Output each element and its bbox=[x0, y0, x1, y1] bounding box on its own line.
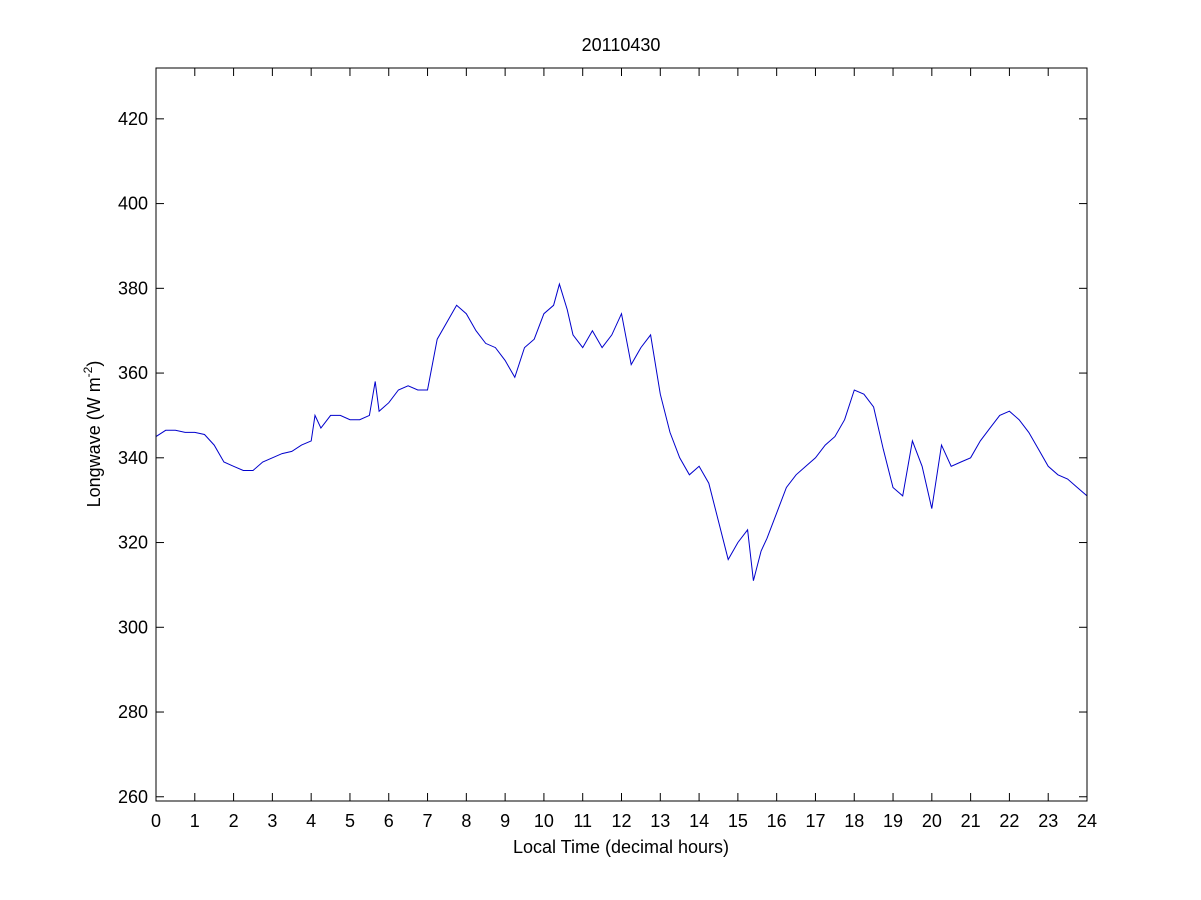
x-tick-label: 6 bbox=[384, 811, 394, 831]
y-axis-title: Longwave (W m-2) bbox=[81, 361, 104, 508]
x-tick-label: 13 bbox=[650, 811, 670, 831]
y-axis-title-superscript: -2 bbox=[81, 366, 95, 377]
x-tick-label: 3 bbox=[267, 811, 277, 831]
x-tick-label: 8 bbox=[461, 811, 471, 831]
x-tick-labels: 0 1 2 3 4 5 6 7 8 9 10 11 12 13 14 15 16 17 18 19 20 21 22 23 24 bbox=[151, 811, 1097, 831]
y-tick-label: 420 bbox=[118, 109, 148, 129]
x-tick-label: 10 bbox=[534, 811, 554, 831]
x-tick-label: 0 bbox=[151, 811, 161, 831]
x-tick-label: 5 bbox=[345, 811, 355, 831]
y-axis-title-suffix: ) bbox=[84, 361, 104, 367]
y-tick-label: 280 bbox=[118, 702, 148, 722]
x-tick-label: 16 bbox=[767, 811, 787, 831]
y-tick-label: 400 bbox=[118, 194, 148, 214]
x-tick-label: 12 bbox=[611, 811, 631, 831]
y-tick-label: 340 bbox=[118, 448, 148, 468]
x-tick-label: 19 bbox=[883, 811, 903, 831]
x-tick-label: 2 bbox=[229, 811, 239, 831]
y-axis-title-main: Longwave (W m bbox=[84, 377, 104, 507]
plot-frame bbox=[155, 67, 1088, 802]
x-tick-label: 18 bbox=[844, 811, 864, 831]
y-tick-labels: 260 280 300 320 340 360 380 400 420 bbox=[118, 109, 148, 807]
x-tick-label: 11 bbox=[573, 811, 592, 831]
y-tick-label: 380 bbox=[118, 278, 148, 298]
y-tick-label: 260 bbox=[118, 787, 148, 807]
x-tick-label: 15 bbox=[728, 811, 748, 831]
chart-title: 20110430 bbox=[582, 35, 661, 55]
x-tick-label: 14 bbox=[689, 811, 709, 831]
x-tick-label: 9 bbox=[500, 811, 510, 831]
y-tick-label: 360 bbox=[118, 363, 148, 383]
x-tick-label: 7 bbox=[423, 811, 433, 831]
x-tick-label: 17 bbox=[805, 811, 825, 831]
y-tick-label: 320 bbox=[118, 533, 148, 553]
ticks bbox=[155, 68, 1088, 801]
x-tick-label: 23 bbox=[1038, 811, 1058, 831]
x-tick-label: 21 bbox=[961, 811, 981, 831]
y-tick-label: 300 bbox=[118, 617, 148, 637]
x-tick-label: 20 bbox=[922, 811, 942, 831]
x-tick-label: 1 bbox=[190, 811, 200, 831]
longwave-series-line bbox=[155, 282, 1088, 581]
x-tick-label: 22 bbox=[999, 811, 1019, 831]
x-tick-label: 4 bbox=[306, 811, 316, 831]
x-axis-title: Local Time (decimal hours) bbox=[513, 837, 729, 857]
x-tick-label: 24 bbox=[1077, 811, 1097, 831]
